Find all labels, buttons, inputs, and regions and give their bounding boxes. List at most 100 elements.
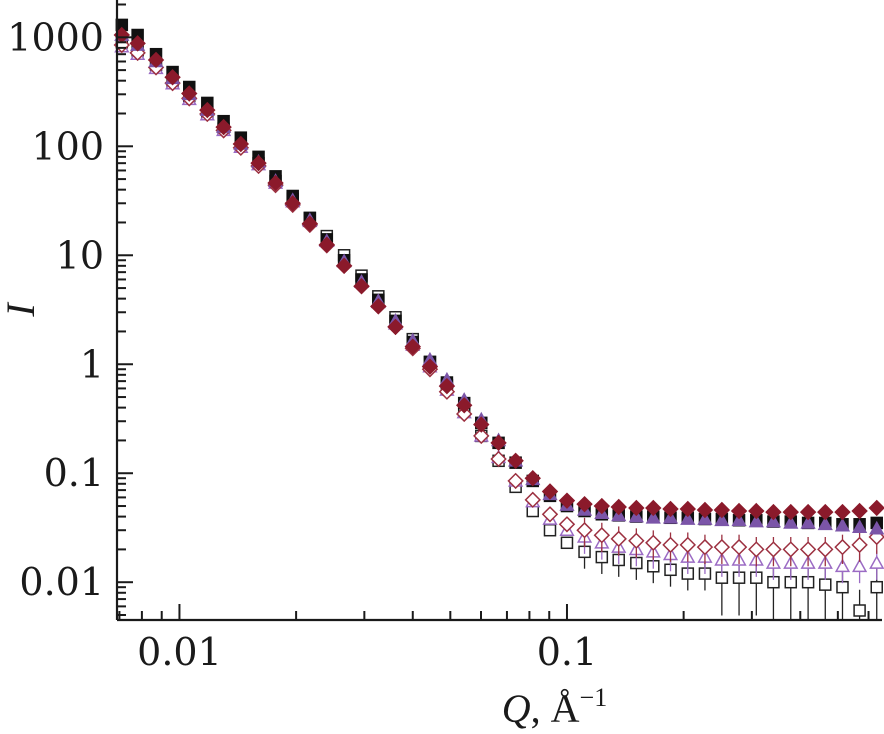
diamond-marker [851, 536, 868, 554]
square-marker [836, 580, 849, 594]
diamond-marker [662, 500, 679, 518]
series-open-black-squares [115, 36, 883, 620]
diamond-marker [250, 154, 267, 172]
diamond-marker [782, 503, 799, 521]
triangle-marker [680, 511, 696, 525]
triangle-marker [800, 515, 816, 529]
diamond-marker [851, 502, 868, 520]
diamond-marker [473, 427, 490, 445]
triangle-marker [697, 511, 713, 525]
diamond-marker [679, 536, 696, 554]
diamond-marker [817, 541, 834, 558]
diamond-marker [765, 503, 782, 521]
square-marker [819, 578, 832, 591]
diamond-marker [730, 538, 748, 556]
diamond-marker [610, 498, 627, 516]
x-axis-title: Q, Å−1 [502, 683, 607, 731]
diamond-marker [834, 538, 851, 556]
diamond-marker [645, 499, 662, 517]
triangle-marker [714, 512, 730, 527]
diamond-marker [335, 257, 353, 275]
diamond-marker [199, 101, 216, 119]
diamond-marker [696, 538, 714, 556]
triangle-marker [852, 519, 868, 533]
triangle-marker [834, 558, 851, 573]
diamond-marker [541, 506, 559, 523]
diamond-marker [799, 503, 817, 521]
diamond-marker [645, 534, 662, 551]
triangle-marker [765, 513, 782, 528]
y-tick-label: 0.1 [44, 451, 104, 495]
x-axis-title-exponent: −1 [580, 683, 608, 712]
diamond-marker [782, 541, 799, 558]
diamond-marker [387, 318, 404, 336]
y-tick-label: 1000 [7, 15, 104, 59]
y-axis-title: I [0, 302, 43, 318]
diamond-marker [301, 215, 319, 232]
diamond-marker [490, 434, 507, 452]
diamond-marker [353, 278, 370, 295]
diamond-marker [215, 118, 232, 136]
diamond-marker [628, 499, 645, 517]
diamond-marker [524, 491, 541, 509]
triangle-marker [869, 520, 884, 535]
y-tick-label: 0.01 [19, 560, 104, 604]
diamond-marker [318, 236, 336, 253]
diamond-marker [593, 526, 611, 544]
diamond-marker [541, 483, 559, 500]
diamond-marker [576, 522, 593, 539]
series-open-purple-triangles [114, 38, 884, 584]
square-marker [853, 604, 866, 617]
diamond-marker [421, 358, 439, 375]
y-axis-ticks: 1000 100 10 1 0.1 0.01 [7, 3, 133, 617]
series-layer [113, 18, 884, 620]
diamond-marker [147, 51, 165, 69]
diamond-marker [370, 298, 387, 315]
x-axis-title-unit: , Å [531, 686, 580, 731]
triangle-marker [817, 516, 833, 531]
square-marker [870, 580, 883, 594]
diamond-marker [129, 35, 146, 52]
triangle-marker [645, 509, 661, 524]
diamond-marker [679, 500, 696, 518]
diamond-marker [593, 497, 611, 515]
diamond-marker [232, 135, 250, 153]
diamond-marker [730, 502, 748, 520]
x-axis-title-symbol: Q [502, 686, 531, 731]
diamond-marker [438, 377, 456, 395]
y-tick-label: 10 [56, 233, 104, 277]
diamond-marker [404, 338, 421, 355]
triangle-marker [731, 512, 747, 527]
diamond-marker [868, 499, 884, 517]
diamond-marker [696, 501, 714, 519]
triangle-marker [748, 513, 764, 528]
diamond-marker [748, 502, 765, 520]
diamond-marker [799, 541, 817, 558]
diamond-marker [558, 516, 576, 533]
diamond-marker [164, 69, 181, 86]
diamond-marker [610, 530, 627, 548]
diamond-marker [473, 416, 490, 433]
x-axis-ticks: 0.01 0.1 [118, 604, 870, 674]
diamond-marker [817, 503, 834, 521]
diamond-marker [490, 450, 507, 468]
diamond-marker [628, 532, 645, 549]
triangle-marker [834, 517, 851, 532]
square-marker [543, 523, 557, 537]
diamond-marker [558, 492, 576, 509]
diamond-marker [507, 452, 524, 470]
diamond-marker [267, 174, 284, 192]
diamond-marker [284, 195, 301, 212]
diamond-marker [713, 538, 731, 556]
x-tick-label: 0.1 [537, 630, 597, 674]
y-tick-label: 1 [80, 342, 104, 386]
diamond-marker [834, 503, 851, 521]
y-tick-label: 100 [31, 124, 104, 168]
triangle-marker [852, 558, 868, 573]
diamond-marker [507, 472, 524, 490]
triangle-marker [869, 555, 884, 569]
series-filled-crimson-diamonds [113, 26, 884, 521]
diamond-marker [713, 501, 731, 519]
diamond-marker [524, 470, 541, 487]
triangle-marker [783, 515, 799, 529]
